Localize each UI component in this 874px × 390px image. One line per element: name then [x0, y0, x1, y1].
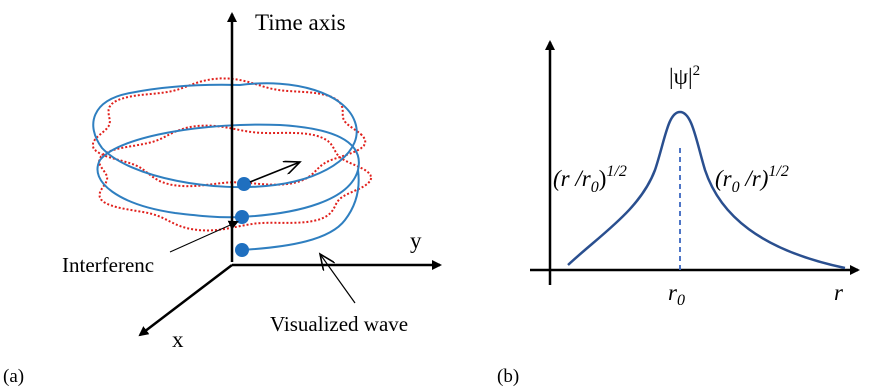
r0-tick-label: r0	[668, 280, 685, 309]
interference-label: Interferenc	[62, 253, 154, 277]
r-axis-label: r	[834, 280, 844, 305]
wave-point-top	[237, 177, 251, 191]
visualized-wave-label: Visualized wave	[270, 312, 408, 336]
wave-point-bottom	[235, 243, 249, 257]
wave-point-middle	[235, 210, 249, 224]
panel-b-diagram: |ψ|2 (r /r0)1/2 (r0 /r)1/2 r0 r (b)	[497, 40, 860, 387]
x-axis-line	[138, 264, 233, 337]
visualized-wave-pointer	[320, 254, 356, 304]
panel-a-label: (a)	[3, 366, 24, 387]
direction-arrow-icon	[249, 162, 300, 183]
panel-b-label: (b)	[497, 366, 519, 387]
left-branch-label: (r /r0)1/2	[553, 163, 627, 196]
time-axis-label: Time axis	[255, 10, 346, 35]
right-branch-label: (r0 /r)1/2	[715, 163, 789, 196]
panel-a-diagram: Time axis y x Interferenc Visualized wav…	[3, 10, 442, 387]
probability-curve	[567, 110, 846, 270]
helix-ring-upper	[92, 82, 358, 189]
y-axis-label: y	[410, 228, 422, 253]
dotted-wave-ring-upper	[91, 77, 367, 188]
x-axis-label: x	[172, 327, 184, 352]
psi-squared-label: |ψ|2	[669, 63, 700, 89]
interference-pointer	[169, 220, 239, 253]
dotted-wave-ring-lower	[98, 124, 373, 232]
helix-ring-lower	[96, 123, 360, 219]
helix-tail	[241, 169, 360, 251]
